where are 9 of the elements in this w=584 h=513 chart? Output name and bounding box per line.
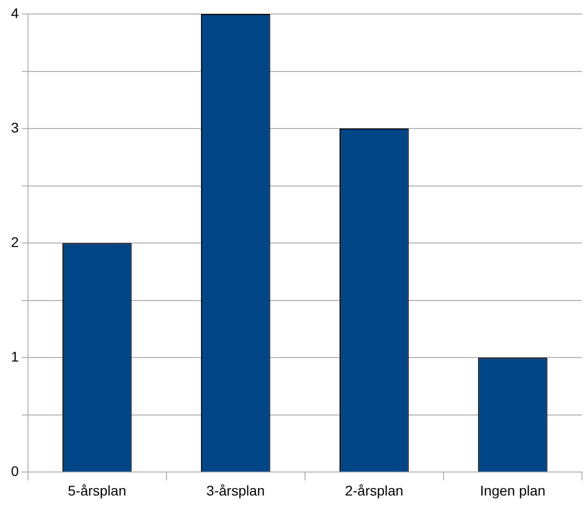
x-tick-label: 5-årsplan	[68, 482, 126, 498]
y-tick-label: 4	[10, 4, 19, 21]
y-tick-label: 2	[10, 234, 19, 250]
x-tick-label: 3-årsplan	[206, 482, 265, 498]
y-tick-label: 3	[10, 119, 19, 136]
x-tick-label: Ingen plan	[480, 482, 546, 498]
y-tick-label: 1	[10, 348, 19, 365]
x-tick-label: 2-årsplan	[344, 482, 404, 498]
y-tick-label: 0	[10, 463, 19, 480]
